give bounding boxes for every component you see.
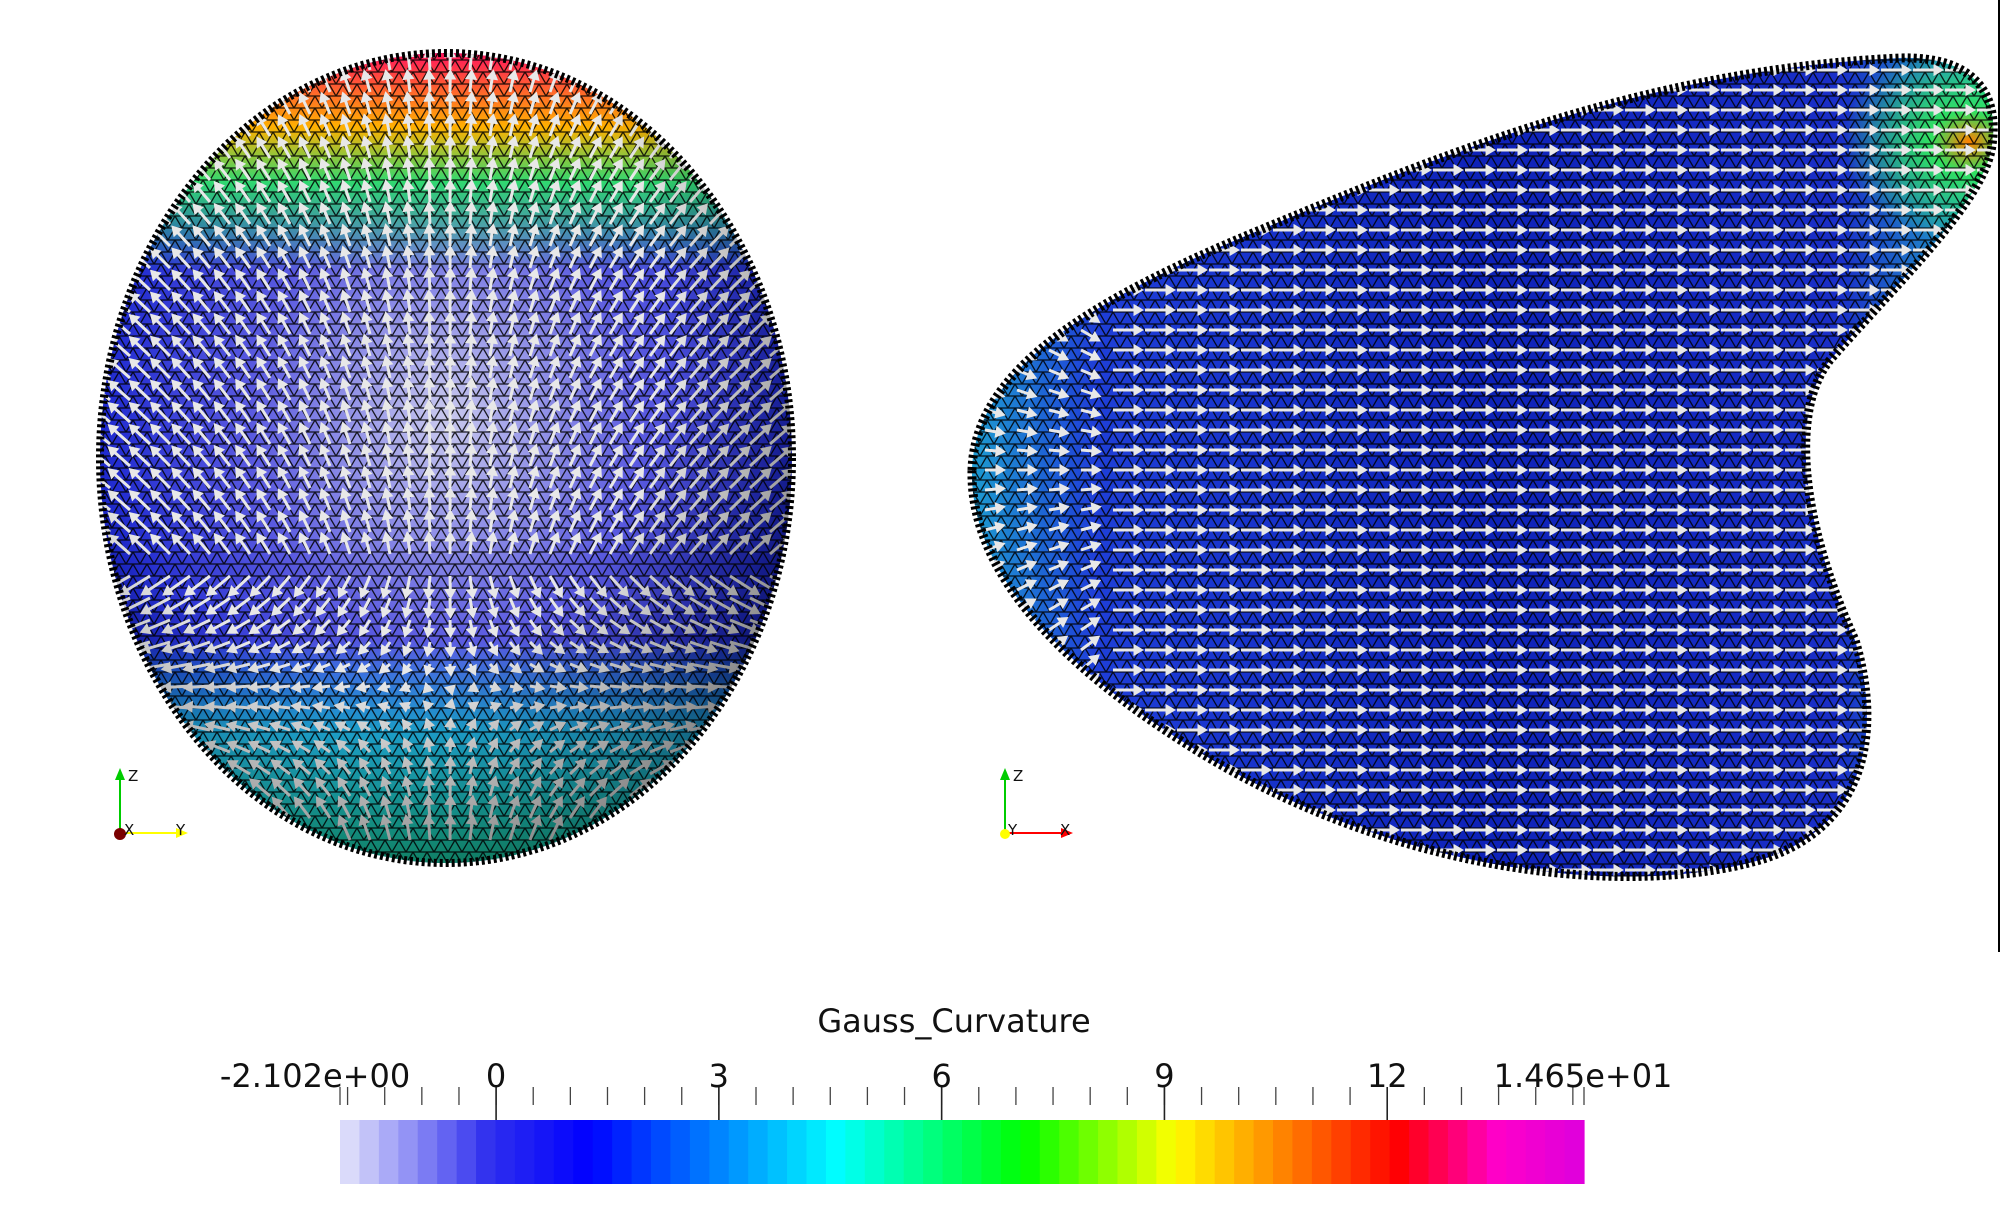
colorbar-swatch — [864, 1120, 885, 1184]
colorbar-swatch — [1020, 1120, 1041, 1184]
colorbar-min-label: -2.102e+00 — [219, 1057, 411, 1095]
colorbar-swatch — [1059, 1120, 1080, 1184]
colorbar-swatch — [1506, 1120, 1527, 1184]
colorbar-swatch — [534, 1120, 555, 1184]
colorbar-swatch — [1428, 1120, 1449, 1184]
colorbar-swatch — [942, 1120, 963, 1184]
colorbar-swatch — [1486, 1120, 1507, 1184]
colorbar-swatch — [806, 1120, 827, 1184]
colorbar-swatch — [378, 1120, 399, 1184]
colorbar-swatch — [1000, 1120, 1021, 1184]
colorbar-swatch — [767, 1120, 788, 1184]
colorbar-swatch — [1156, 1120, 1177, 1184]
colorbar-swatch — [903, 1120, 924, 1184]
colorbar-swatch — [1350, 1120, 1371, 1184]
colorbar-swatch — [981, 1120, 1002, 1184]
colorbar-swatch — [1409, 1120, 1430, 1184]
colorbar-swatch — [1234, 1120, 1255, 1184]
colorbar-swatch — [612, 1120, 633, 1184]
colorbar-swatch — [962, 1120, 983, 1184]
colorbar-swatch — [884, 1120, 905, 1184]
front-view-mesh — [96, 49, 796, 867]
orientation-axes-side: Z X Y — [1000, 767, 1073, 839]
axis-label-z: Z — [1013, 767, 1023, 785]
colorbar-swatch — [1078, 1120, 1099, 1184]
colorbar-swatch — [592, 1120, 613, 1184]
colorbar-swatch — [1545, 1120, 1566, 1184]
colorbar-swatch — [1389, 1120, 1410, 1184]
colorbar-swatch — [456, 1120, 477, 1184]
colorbar-swatch — [709, 1120, 730, 1184]
colorbar-swatch — [1370, 1120, 1391, 1184]
colorbar-swatch — [631, 1120, 652, 1184]
axis-label-z: Z — [128, 767, 138, 785]
colorbar-swatch — [748, 1120, 769, 1184]
colorbar-swatch — [1039, 1120, 1060, 1184]
colorbar-swatch — [398, 1120, 419, 1184]
colorbar-swatch — [553, 1120, 574, 1184]
colorbar-swatch — [1564, 1120, 1585, 1184]
side-view-mesh — [967, 53, 1998, 881]
colorbar-swatch — [689, 1120, 710, 1184]
colorbar-swatch — [573, 1120, 594, 1184]
colorbar-swatch — [1117, 1120, 1138, 1184]
colorbar-swatch — [1214, 1120, 1235, 1184]
colorbar-swatch — [417, 1120, 438, 1184]
color-bar — [339, 1087, 1585, 1184]
colorbar-swatch — [1136, 1120, 1157, 1184]
colorbar-max-label: 1.465e+01 — [1493, 1057, 1673, 1095]
colorbar-tick-label: 6 — [931, 1057, 952, 1095]
colorbar-swatch — [1292, 1120, 1313, 1184]
viewport-divider — [1998, 0, 2000, 952]
colorbar-swatch — [1175, 1120, 1196, 1184]
colorbar-swatch — [1195, 1120, 1216, 1184]
colorbar-swatch — [495, 1120, 516, 1184]
colorbar-swatch — [787, 1120, 808, 1184]
colorbar-swatch — [1311, 1120, 1332, 1184]
colorbar-tick-label: 0 — [485, 1057, 507, 1095]
colorbar-swatch — [1253, 1120, 1274, 1184]
axis-label-y: Y — [1007, 821, 1018, 839]
colorbar-tick-label: 3 — [708, 1057, 730, 1095]
colorbar-swatch — [359, 1120, 380, 1184]
colorbar-swatch — [514, 1120, 535, 1184]
colorbar-swatch — [476, 1120, 497, 1184]
axis-label-x: X — [124, 821, 134, 839]
colorbar-tick-label: 12 — [1366, 1057, 1408, 1095]
colorbar-swatch — [923, 1120, 944, 1184]
colorbar-swatch — [651, 1120, 672, 1184]
colorbar-swatch — [728, 1120, 749, 1184]
colorbar-tick-label: 9 — [1154, 1057, 1175, 1095]
colorbar-swatch — [1447, 1120, 1468, 1184]
orientation-axes-front: Z Y X — [114, 767, 188, 840]
colorbar-swatch — [1467, 1120, 1488, 1184]
colorbar-swatch — [670, 1120, 691, 1184]
colorbar-swatch — [1525, 1120, 1546, 1184]
colorbar-swatch — [845, 1120, 866, 1184]
colorbar-swatch — [1331, 1120, 1352, 1184]
colorbar-title: Gauss_Curvature — [817, 1002, 1091, 1040]
colorbar-swatch — [1098, 1120, 1119, 1184]
colorbar-swatch — [340, 1120, 361, 1184]
colorbar-swatch — [437, 1120, 458, 1184]
axis-label-x: X — [1060, 821, 1070, 839]
axis-label-y: Y — [175, 821, 186, 839]
colorbar-swatch — [1273, 1120, 1294, 1184]
colorbar-swatch — [825, 1120, 846, 1184]
